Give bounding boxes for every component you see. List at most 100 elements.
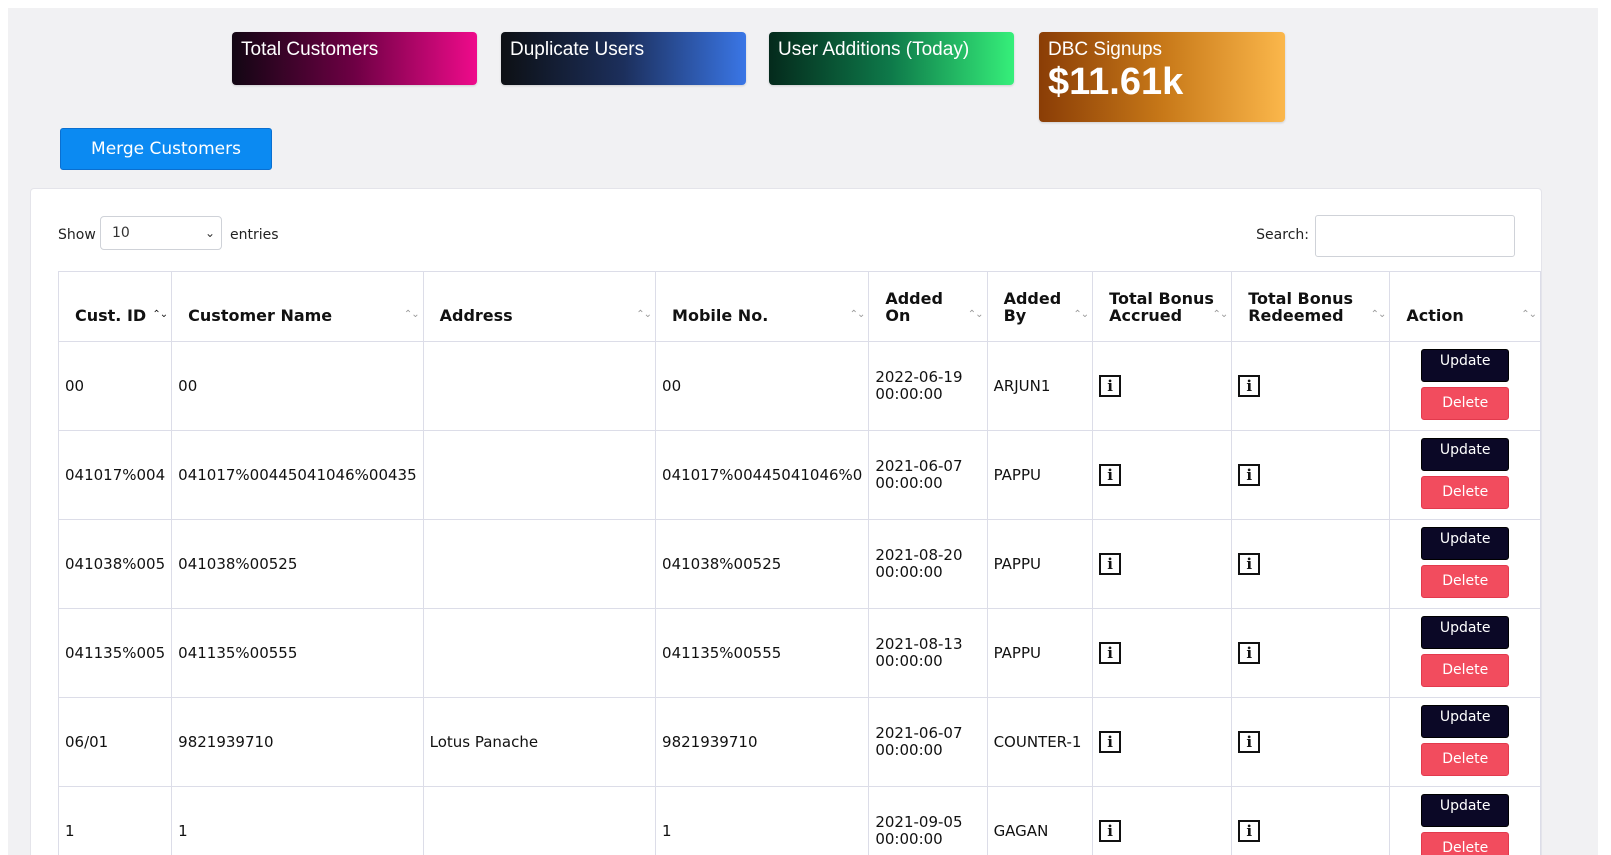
info-icon[interactable]: i <box>1238 375 1261 397</box>
cell-bonus-redeemed: i <box>1231 519 1391 609</box>
column-header-label: Address <box>439 306 513 325</box>
cell-added-by: COUNTER-1 <box>986 697 1094 787</box>
row-actions: Update Delete <box>1396 793 1534 855</box>
info-icon[interactable]: i <box>1099 731 1122 753</box>
added-time: 00:00:00 <box>875 563 943 581</box>
cell-address: Lotus Panache <box>422 697 657 787</box>
update-button[interactable]: Update <box>1421 526 1510 560</box>
info-icon[interactable]: i <box>1238 642 1261 664</box>
added-date: 2021-08-13 <box>875 635 963 653</box>
info-icon[interactable]: i <box>1099 464 1122 486</box>
cell-bonus-redeemed: i <box>1231 697 1391 787</box>
cell-action: Update Delete <box>1389 697 1541 787</box>
row-actions: Update Delete <box>1396 704 1534 776</box>
stat-card-dbc-signups: DBC Signups $11.61k <box>1039 32 1285 122</box>
table-row: 041038%005 041038%00525 041038%00525 2021-0… <box>57 519 1541 609</box>
column-header-mobile[interactable]: Mobile No. ⌃⌄ <box>655 271 870 342</box>
cell-added-by: PAPPU <box>986 430 1094 520</box>
delete-button[interactable]: Delete <box>1421 653 1510 687</box>
cell-bonus-redeemed: i <box>1231 786 1391 855</box>
cell-bonus-accrued: i <box>1092 608 1233 698</box>
column-header-bonus-redeemed[interactable]: Total Bonus Redeemed ⌃⌄ <box>1231 271 1391 342</box>
added-date: 2021-09-05 <box>875 813 963 831</box>
info-icon[interactable]: i <box>1099 375 1122 397</box>
update-button[interactable]: Update <box>1421 348 1510 382</box>
added-time: 00:00:00 <box>875 830 943 848</box>
delete-button[interactable]: Delete <box>1421 742 1510 776</box>
added-time: 00:00:00 <box>875 741 943 759</box>
update-button[interactable]: Update <box>1421 437 1510 471</box>
search-input[interactable] <box>1315 215 1515 257</box>
cell-added-on: 2021-06-07 00:00:00 <box>868 430 988 520</box>
row-actions: Update Delete <box>1396 437 1534 509</box>
cell-mobile: 1 <box>655 786 870 855</box>
row-actions: Update Delete <box>1396 526 1534 598</box>
table-row: 06/01 9821939710 Lotus Panache 9821939710 20… <box>57 697 1541 787</box>
cell-bonus-accrued: i <box>1092 519 1233 609</box>
stat-card-duplicate-users: Duplicate Users <box>501 32 746 85</box>
column-header-added-on[interactable]: Added On ⌃⌄ <box>868 271 988 342</box>
cell-bonus-accrued: i <box>1092 341 1233 431</box>
column-header-label: Cust. ID <box>75 306 147 325</box>
row-actions: Update Delete <box>1396 615 1534 687</box>
cell-action: Update Delete <box>1389 519 1541 609</box>
delete-button[interactable]: Delete <box>1421 386 1510 420</box>
delete-button[interactable]: Delete <box>1421 475 1510 509</box>
cell-bonus-redeemed: i <box>1231 608 1391 698</box>
cell-added-on: 2021-06-07 00:00:00 <box>868 697 988 787</box>
sort-arrows-icon: ⌃⌄ <box>1370 309 1387 320</box>
stat-card-title: Total Customers <box>241 39 379 60</box>
column-header-customer-name[interactable]: Customer Name ⌃⌄ <box>171 271 424 342</box>
entries-per-page-select[interactable]: 10 ⌄ <box>100 216 222 250</box>
column-header-label: Added <box>1003 288 1062 308</box>
added-time: 00:00:00 <box>875 652 943 670</box>
sort-ascending-icon: ⌃⌄ <box>152 309 168 320</box>
cell-cust-id: 041017%004 <box>57 430 173 520</box>
table-row: 00 00 00 2022-06-19 00:00:00 ARJUN1 i i Update De… <box>57 341 1541 431</box>
cell-bonus-redeemed: i <box>1231 341 1391 431</box>
cell-cust-id: 041135%005 <box>57 608 173 698</box>
cell-address <box>422 430 657 520</box>
sort-arrows-icon: ⌃⌄ <box>849 309 866 320</box>
column-header-added-by[interactable]: Added By ⌃⌄ <box>986 271 1094 342</box>
cell-action: Update Delete <box>1389 786 1541 855</box>
column-header-label: Total Bonus <box>1248 288 1353 308</box>
cell-customer-name: 1 <box>171 786 424 855</box>
merge-customers-button[interactable]: Merge Customers <box>60 128 272 170</box>
info-icon[interactable]: i <box>1238 731 1261 753</box>
cell-address <box>422 608 657 698</box>
column-header-bonus-accrued[interactable]: Total Bonus Accrued ⌃⌄ <box>1092 271 1233 342</box>
info-icon[interactable]: i <box>1099 820 1122 842</box>
info-icon[interactable]: i <box>1238 464 1261 486</box>
update-button[interactable]: Update <box>1421 615 1510 649</box>
update-button[interactable]: Update <box>1421 793 1510 827</box>
column-header-cust-id[interactable]: Cust. ID ⌃⌄ <box>57 271 173 342</box>
cell-address <box>422 519 657 609</box>
row-actions: Update Delete <box>1396 348 1534 420</box>
column-header-action[interactable]: Action ⌃⌄ <box>1389 271 1541 342</box>
search-label: Search: <box>1256 227 1309 243</box>
delete-button[interactable]: Delete <box>1421 564 1510 598</box>
column-header-address[interactable]: Address ⌃⌄ <box>422 271 657 342</box>
column-header-label: On <box>885 305 911 325</box>
column-header-label: Accrued <box>1109 305 1183 325</box>
info-icon[interactable]: i <box>1238 820 1261 842</box>
cell-customer-name: 041038%00525 <box>171 519 424 609</box>
cell-added-on: 2021-09-05 00:00:00 <box>868 786 988 855</box>
cell-cust-id: 041038%005 <box>57 519 173 609</box>
column-header-label: By <box>1003 305 1027 325</box>
table-body: 00 00 00 2022-06-19 00:00:00 ARJUN1 i i Update De… <box>57 341 1541 855</box>
info-icon[interactable]: i <box>1099 642 1122 664</box>
info-icon[interactable]: i <box>1099 553 1122 575</box>
cell-customer-name: 9821939710 <box>171 697 424 787</box>
cell-customer-name: 041135%00555 <box>171 608 424 698</box>
cell-bonus-accrued: i <box>1092 697 1233 787</box>
delete-button[interactable]: Delete <box>1421 831 1510 855</box>
info-icon[interactable]: i <box>1238 553 1261 575</box>
cell-added-by: PAPPU <box>986 519 1094 609</box>
cell-mobile: 041038%00525 <box>655 519 870 609</box>
cell-mobile: 041135%00555 <box>655 608 870 698</box>
chevron-down-icon: ⌄ <box>204 226 215 240</box>
cell-added-by: GAGAN <box>986 786 1094 855</box>
update-button[interactable]: Update <box>1421 704 1510 738</box>
